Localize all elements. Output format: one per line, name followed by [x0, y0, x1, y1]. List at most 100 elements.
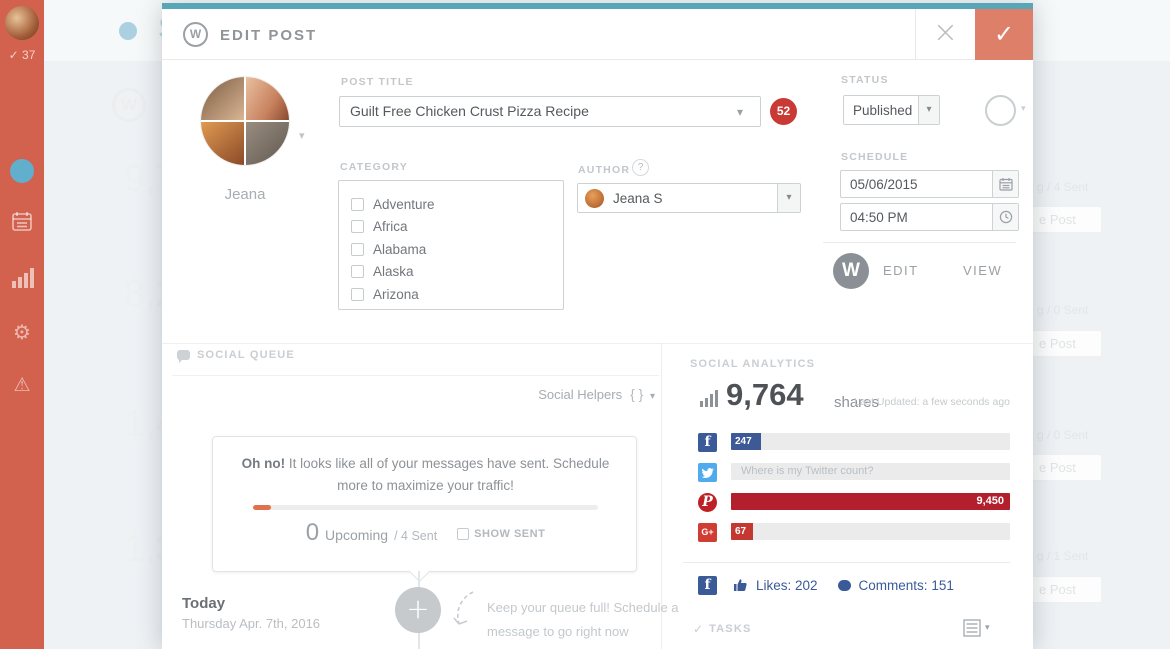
settings-gear-icon[interactable]: ⚙ — [13, 320, 31, 344]
background-sent-meta: g / 0 Sent — [1037, 428, 1089, 442]
calendar-icon[interactable] — [0, 210, 44, 237]
author-mini-avatar — [585, 188, 604, 208]
check-icon: ✓ — [8, 48, 19, 62]
today-date: Thursday Apr. 7th, 2016 — [182, 616, 321, 631]
facebook-icon: f — [698, 433, 717, 452]
status-label: STATUS — [841, 74, 889, 86]
author-label: AUTHOR — [578, 164, 631, 176]
show-sent-checkbox[interactable] — [457, 528, 470, 540]
category-option[interactable]: Alaska — [351, 261, 563, 284]
background-post-button: e Post — [1030, 206, 1102, 233]
checkbox[interactable] — [351, 197, 364, 211]
pinterest-share-bar: 9,450 — [731, 493, 1010, 510]
checkbox[interactable] — [351, 220, 364, 234]
time-field[interactable]: 04:50 PM — [840, 203, 1019, 231]
upcoming-count: 0 — [305, 519, 320, 546]
social-helpers-dropdown[interactable]: Social Helpers{ } ▾ — [538, 386, 655, 402]
pinterest-share-count: 9,450 — [731, 493, 1010, 510]
status-select[interactable]: Published ▾ — [843, 95, 940, 125]
comment-count-badge[interactable]: 52 — [770, 98, 797, 125]
show-sent-toggle[interactable]: SHOW SENT — [457, 528, 545, 540]
social-queue-title: SOCIAL QUEUE — [197, 349, 295, 361]
post-title-field[interactable]: Guilt Free Chicken Crust Pizza Recipe — [339, 96, 761, 127]
gplus-share-count: 67 — [731, 523, 753, 540]
category-option[interactable]: Africa — [351, 216, 563, 239]
edit-link[interactable]: EDIT — [883, 263, 919, 278]
title-caret-icon[interactable]: ▾ — [737, 105, 744, 119]
empty-queue-card: Oh no! It looks like all of your message… — [212, 436, 637, 572]
tasks-header: ✓ TASKS — [693, 622, 752, 636]
category-label: CATEGORY — [340, 161, 408, 173]
divider — [172, 375, 659, 376]
twitter-count-note: Where is my Twitter count? — [741, 465, 874, 477]
social-queue-header: SOCIAL QUEUE — [177, 349, 295, 363]
edit-post-modal: W EDIT POST × ✓ ▾ Jeana POST TITLE Guilt… — [162, 3, 1033, 649]
divider — [823, 242, 1016, 243]
author-avatar-name: Jeana — [224, 186, 266, 203]
author-caret-button[interactable]: ▾ — [777, 184, 800, 212]
shares-label: shares — [834, 394, 880, 411]
likes-count: Likes: 202 — [756, 578, 818, 593]
empty-queue-message: Oh no! It looks like all of your message… — [241, 456, 610, 493]
chevron-down-icon: ▾ — [649, 391, 655, 402]
list-icon — [963, 619, 981, 637]
today-label: Today — [182, 595, 226, 612]
close-button[interactable]: × — [915, 9, 975, 60]
category-option[interactable]: Adventure — [351, 193, 563, 216]
wordpress-logo: W — [833, 253, 869, 289]
author-help-badge[interactable]: ? — [632, 159, 649, 176]
calendar-picker-icon[interactable] — [992, 171, 1018, 197]
status-caret-button[interactable]: ▾ — [918, 96, 939, 124]
checkbox[interactable] — [351, 287, 364, 301]
view-link[interactable]: VIEW — [963, 263, 1003, 278]
sidebar-item-calendar-active[interactable] — [10, 159, 34, 183]
sidebar: ✓ 37 ⚙ ⚠ — [0, 0, 44, 649]
background-stat: 9,7 — [124, 158, 177, 200]
facebook-share-bar: 247 — [731, 433, 1010, 450]
user-avatar[interactable] — [5, 6, 39, 40]
assignee-caret-icon[interactable]: ▾ — [1021, 104, 1026, 114]
last-updated-text: Last Updated: a few seconds ago — [854, 396, 1010, 408]
divider — [683, 562, 1010, 563]
sent-count-label: / 4 Sent — [394, 529, 438, 543]
background-sent-meta: g / 4 Sent — [1037, 180, 1089, 194]
avatar-caret-icon[interactable]: ▾ — [299, 129, 305, 142]
background-stat: 1,3 — [124, 528, 177, 570]
category-option[interactable]: Alabama — [351, 238, 563, 261]
alerts-warning-icon[interactable]: ⚠ — [13, 374, 31, 396]
thumb-up-icon — [734, 579, 747, 591]
tasks-title: TASKS — [709, 623, 752, 635]
calendar-event-dot — [119, 22, 137, 40]
author-value: Jeana S — [613, 190, 663, 206]
tasks-list-button[interactable]: ▾ — [963, 619, 990, 637]
checkbox[interactable] — [351, 265, 364, 279]
show-sent-label: SHOW SENT — [474, 528, 546, 540]
social-analytics-title: SOCIAL ANALYTICS — [690, 358, 816, 370]
analytics-icon[interactable] — [12, 268, 34, 288]
checkbox[interactable] — [351, 242, 364, 256]
facebook-icon: f — [698, 576, 717, 595]
background-stat: 8,2 — [124, 273, 177, 315]
add-message-button[interactable]: + — [395, 587, 441, 633]
post-author-avatar[interactable] — [200, 76, 290, 166]
category-option[interactable]: Arizona — [351, 283, 563, 306]
clock-picker-icon[interactable] — [992, 204, 1018, 230]
dashed-arrow-icon — [445, 588, 479, 637]
speech-bubble-icon — [177, 350, 190, 363]
background-post-button: e Post — [1030, 330, 1102, 357]
tasks-count-badge[interactable]: ✓ 37 — [8, 48, 36, 62]
pinterest-icon: P — [698, 493, 717, 512]
queue-hint-text: Keep your queue full! Schedule a message… — [487, 600, 679, 639]
divider — [162, 343, 1033, 344]
date-field[interactable]: 05/06/2015 — [840, 170, 1019, 198]
gplus-icon: G+ — [698, 523, 717, 542]
date-value: 05/06/2015 — [850, 176, 918, 192]
comment-bubble-icon — [837, 580, 851, 591]
twitter-share-bar: Where is my Twitter count? — [731, 463, 1010, 480]
save-button[interactable]: ✓ — [975, 9, 1033, 60]
assignee-circle[interactable] — [985, 95, 1016, 126]
queue-progress-track — [253, 505, 598, 510]
queue-progress-fill — [253, 505, 271, 510]
author-select[interactable]: Jeana S ▾ — [577, 183, 801, 213]
